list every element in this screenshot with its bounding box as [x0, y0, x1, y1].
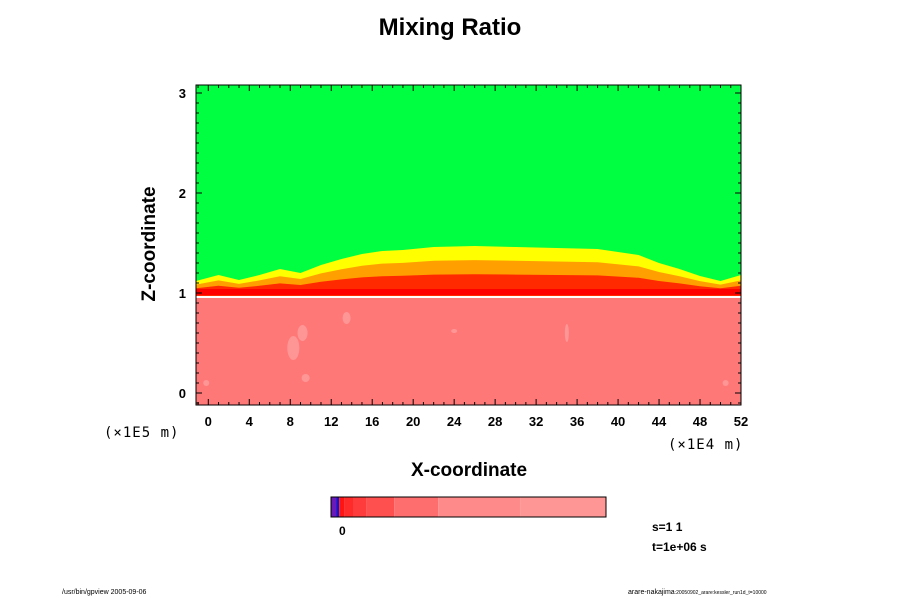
x-tick-label: 0: [205, 414, 212, 429]
lower-field: [196, 298, 741, 405]
y-tick-label: 2: [179, 186, 186, 201]
colorbar-segment: [520, 497, 606, 517]
x-tick-label: 36: [570, 414, 584, 429]
x-tick-label: 32: [529, 414, 543, 429]
pale-blob: [287, 336, 300, 360]
x-tick-label: 20: [406, 414, 420, 429]
pale-blob: [342, 312, 351, 324]
y-axis-unit: (×1E5 m): [104, 425, 180, 441]
x-tick-label: 44: [652, 414, 667, 429]
y-tick-label: 1: [179, 286, 186, 301]
colorbar-segment: [353, 497, 367, 517]
footer-user: arare-nakajima: [628, 589, 675, 596]
footer-run: :20050902_arare:kessler_run1d_t=10000: [674, 590, 767, 596]
pale-blob: [722, 380, 729, 386]
colorbar-segment: [394, 497, 439, 517]
x-tick-label: 48: [693, 414, 707, 429]
footer-source: arare-nakajima:20050902_arare:kessler_ru…: [628, 589, 767, 596]
colorbar-tick-label: 0: [339, 524, 346, 538]
colorbar-segment: [336, 497, 340, 517]
x-axis-unit: (×1E4 m): [668, 437, 744, 453]
x-tick-label: 8: [287, 414, 294, 429]
interface-core: [196, 289, 741, 295]
x-tick-label: 40: [611, 414, 625, 429]
plot-frame: [195, 84, 742, 406]
pale-blob: [564, 324, 569, 342]
pale-blob: [301, 374, 310, 382]
footer-command: /usr/bin/gpview 2005-09-06: [62, 589, 147, 596]
x-tick-label: 4: [246, 414, 254, 429]
colorbar-segment: [366, 497, 395, 517]
colorbar-segment: [331, 497, 337, 517]
y-tick-label: 0: [179, 386, 186, 401]
x-tick-label: 28: [488, 414, 502, 429]
pale-blob: [297, 325, 308, 341]
x-tick-label: 24: [447, 414, 462, 429]
colorbar-segment: [344, 497, 353, 517]
x-tick-label: 12: [324, 414, 338, 429]
chart-title: Mixing Ratio: [378, 14, 522, 41]
colorbar-segment: [339, 497, 345, 517]
y-tick-label: 3: [179, 86, 186, 101]
x-tick-label: 52: [734, 414, 748, 429]
pale-blob: [203, 380, 210, 386]
colorbar-segment: [438, 497, 521, 517]
colorbar-frame: [330, 496, 607, 518]
step-annotation: s=1 1: [652, 520, 683, 534]
x-axis-label: X-coordinate: [410, 460, 528, 481]
pale-blob: [451, 329, 458, 333]
x-tick-label: 16: [365, 414, 379, 429]
y-axis-label: Z-coordinate: [139, 186, 160, 302]
time-annotation: t=1e+06 s: [652, 540, 707, 554]
